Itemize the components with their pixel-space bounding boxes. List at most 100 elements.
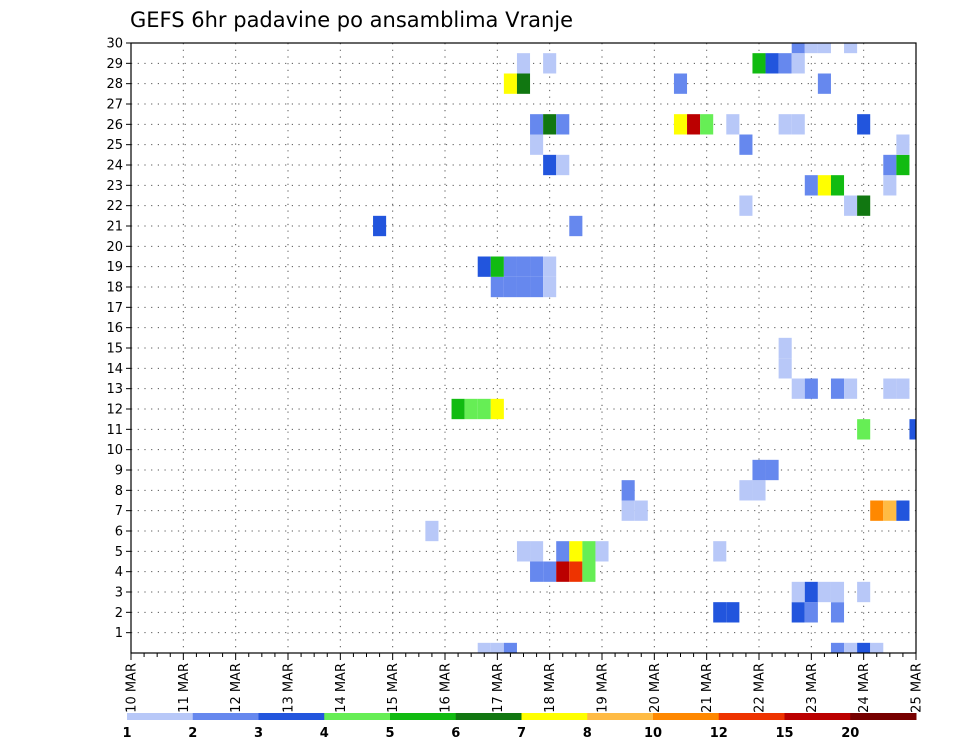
heat-cell (582, 561, 596, 582)
heat-cell (791, 53, 805, 74)
heat-cell (477, 642, 491, 653)
heat-cell (791, 378, 805, 399)
heat-cell (556, 154, 570, 176)
heat-cell (883, 378, 897, 399)
legend-swatch (127, 713, 194, 720)
heat-cell (896, 500, 910, 521)
heat-cell (765, 53, 779, 74)
heat-cell (530, 256, 544, 277)
heat-cell (830, 602, 845, 623)
heat-cell (516, 256, 531, 277)
x-tick-label: 24 MAR (857, 663, 872, 713)
heat-cell (739, 134, 753, 155)
heat-cell (765, 459, 779, 481)
legend-label: 8 (583, 726, 592, 741)
heat-cell (464, 398, 478, 420)
y-tick-label: 25 (106, 138, 123, 153)
heat-cell (883, 500, 897, 521)
heat-cell (844, 642, 858, 653)
heat-cell (477, 256, 491, 277)
heat-cell (791, 602, 805, 623)
x-tick-label: 19 MAR (596, 663, 611, 713)
x-tick-label: 20 MAR (648, 663, 663, 713)
heat-cell (569, 561, 583, 582)
y-tick-label: 17 (106, 301, 123, 316)
y-tick-label: 22 (106, 199, 123, 214)
y-tick-label: 24 (106, 159, 123, 174)
chart-title: GEFS 6hr padavine po ansamblima Vranje (130, 8, 573, 32)
legend-label: 20 (841, 726, 859, 741)
y-tick-label: 23 (106, 179, 123, 194)
heat-cell (817, 43, 831, 54)
heat-cell (373, 215, 387, 237)
heat-cell (883, 154, 897, 176)
legend-label: 2 (188, 726, 197, 741)
x-tick-label: 15 MAR (386, 663, 401, 713)
heat-cell (817, 581, 831, 603)
y-tick-label: 27 (106, 98, 123, 113)
heat-cell (791, 114, 805, 135)
x-tick-label: 10 MAR (125, 663, 140, 713)
y-tick-label: 7 (115, 504, 123, 519)
y-tick-label: 28 (106, 77, 123, 92)
x-tick-label: 17 MAR (491, 663, 506, 713)
heat-cell (870, 642, 884, 653)
heat-cell (582, 541, 596, 562)
heat-cell (896, 154, 910, 176)
legend-swatch (653, 713, 720, 720)
x-tick-label: 13 MAR (282, 663, 297, 713)
x-tick-label: 12 MAR (229, 663, 244, 713)
heat-cell (569, 541, 583, 562)
heat-cell (634, 500, 648, 521)
x-tick-label: 22 MAR (753, 663, 768, 713)
legend-swatch (850, 713, 917, 720)
heat-cell (503, 73, 517, 94)
heat-cell (817, 175, 831, 196)
heat-cell (804, 378, 818, 399)
y-tick-label: 18 (106, 281, 123, 296)
legend-swatch (390, 713, 457, 720)
heat-cell (844, 195, 858, 216)
heat-cell (530, 561, 544, 582)
legend-label: 5 (385, 726, 394, 741)
heat-cell (857, 419, 871, 440)
heat-cell (883, 175, 897, 196)
y-tick-label: 20 (106, 240, 123, 255)
heat-cell (543, 276, 557, 298)
y-tick-label: 9 (115, 464, 123, 479)
legend-label: 12 (710, 726, 728, 741)
y-axis: 1234567891011121314151617181920212223242… (106, 37, 131, 641)
y-tick-label: 4 (115, 565, 123, 580)
heat-cell (804, 581, 818, 603)
legend-swatch (455, 713, 522, 720)
y-tick-label: 15 (106, 342, 123, 357)
heat-cell (896, 378, 910, 399)
heat-cell (804, 175, 818, 196)
heat-cell (543, 256, 557, 277)
heat-cell (713, 541, 727, 562)
heat-cell (543, 154, 557, 176)
heat-cell (621, 480, 635, 501)
y-tick-label: 8 (115, 484, 123, 499)
heat-cell (830, 642, 845, 653)
x-tick-label: 18 MAR (543, 663, 558, 713)
heat-cell (621, 500, 635, 521)
heat-cell (804, 43, 818, 54)
chart-gridlines (131, 43, 916, 653)
heat-cell (530, 541, 544, 562)
heat-cell (556, 114, 570, 135)
heat-cell (451, 398, 465, 420)
heat-cell (830, 581, 845, 603)
heat-cell (844, 43, 858, 54)
legend-swatch (587, 713, 654, 720)
heat-cell (857, 642, 871, 653)
heat-cell (530, 134, 544, 155)
y-tick-label: 29 (106, 57, 123, 72)
legend-label: 3 (254, 726, 263, 741)
heat-cell (752, 480, 766, 501)
heat-cell (700, 114, 714, 135)
heat-cell (516, 53, 531, 74)
heat-cell (791, 581, 805, 603)
legend-label: 10 (644, 726, 662, 741)
y-tick-label: 6 (115, 525, 123, 540)
